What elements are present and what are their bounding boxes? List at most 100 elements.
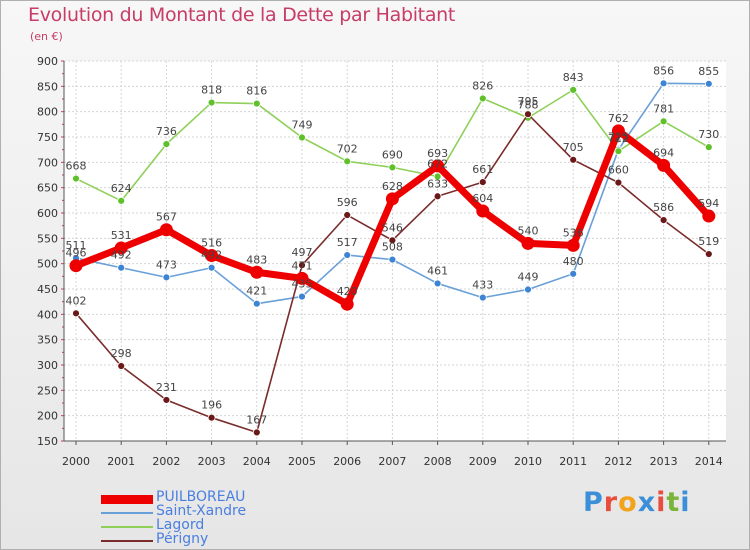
y-tick-label: 250	[37, 384, 58, 397]
point-saint-xandre	[252, 299, 261, 308]
data-label-lagord: 826	[472, 79, 493, 92]
point-lagord	[614, 147, 623, 156]
point-puilboreau	[114, 241, 128, 255]
data-label-puilboreau: 567	[156, 211, 177, 224]
legend-label: Lagord	[156, 517, 205, 533]
point-puilboreau	[611, 124, 625, 138]
data-label-perigny: 298	[111, 347, 132, 360]
data-label-puilboreau: 694	[653, 146, 674, 159]
point-puilboreau	[657, 158, 671, 172]
point-perigny	[569, 155, 578, 164]
data-label-lagord: 818	[201, 84, 222, 97]
point-saint-xandre	[524, 285, 532, 294]
point-puilboreau	[476, 204, 490, 218]
data-label-puilboreau: 604	[472, 192, 493, 205]
point-perigny	[704, 250, 713, 258]
y-tick-label: 750	[37, 131, 58, 144]
logo-letter: i	[680, 487, 691, 518]
point-puilboreau	[431, 159, 445, 173]
data-label-lagord: 736	[156, 125, 177, 138]
chart-title: Evolution du Montant de la Dette par Hab…	[28, 4, 456, 26]
point-lagord	[433, 172, 442, 181]
point-lagord	[162, 140, 171, 148]
point-perigny	[298, 261, 306, 270]
point-perigny	[388, 236, 397, 245]
y-tick-label: 300	[37, 359, 58, 372]
point-lagord	[704, 143, 713, 152]
y-tick-label: 150	[37, 435, 58, 448]
legend-swatch	[101, 526, 153, 528]
point-perigny	[252, 428, 261, 437]
point-puilboreau	[702, 209, 716, 223]
data-label-perigny: 196	[201, 399, 222, 412]
point-lagord	[659, 117, 668, 126]
data-label-perigny: 167	[246, 413, 267, 426]
point-puilboreau	[250, 265, 264, 279]
x-tick-label: 2001	[107, 455, 135, 468]
data-label-saint-xandre: 511	[66, 239, 87, 252]
data-label-perigny: 546	[382, 221, 403, 234]
data-label-lagord: 781	[653, 102, 674, 115]
point-lagord	[207, 98, 216, 107]
point-puilboreau	[385, 192, 399, 206]
point-puilboreau	[566, 238, 580, 252]
point-perigny	[72, 309, 80, 318]
point-saint-xandre	[207, 263, 216, 272]
data-label-saint-xandre: 473	[156, 258, 177, 271]
point-perigny	[117, 362, 126, 370]
point-lagord	[252, 99, 261, 108]
data-label-puilboreau: 628	[382, 180, 403, 193]
data-label-perigny: 661	[472, 163, 493, 176]
data-label-saint-xandre: 725	[608, 131, 629, 144]
data-label-lagord: 722	[608, 132, 629, 145]
point-puilboreau	[159, 223, 173, 237]
point-lagord	[298, 133, 306, 142]
point-lagord	[72, 174, 80, 183]
legend-label: Périgny	[156, 531, 209, 547]
data-label-perigny: 633	[427, 177, 448, 190]
x-tick-label: 2012	[604, 455, 632, 468]
data-label-perigny: 660	[608, 164, 629, 177]
data-label-saint-xandre: 480	[563, 255, 584, 268]
data-label-lagord: 672	[427, 158, 448, 171]
data-label-perigny: 596	[337, 196, 358, 209]
point-lagord	[388, 163, 397, 172]
point-lagord	[343, 157, 352, 166]
x-tick-label: 2002	[152, 455, 180, 468]
y-tick-label: 450	[37, 283, 58, 296]
point-puilboreau	[521, 236, 535, 250]
x-tick-label: 2003	[198, 455, 226, 468]
point-puilboreau	[340, 297, 354, 311]
y-tick-label: 900	[37, 55, 58, 68]
data-label-saint-xandre: 421	[246, 285, 267, 298]
point-perigny	[614, 178, 623, 187]
y-tick-label: 600	[37, 207, 58, 220]
point-perigny	[433, 192, 442, 201]
data-label-saint-xandre: 856	[653, 64, 674, 77]
legend-label: PUILBOREAU	[156, 489, 246, 505]
data-label-lagord: 816	[246, 85, 267, 98]
data-label-saint-xandre: 461	[427, 264, 448, 277]
x-tick-label: 2005	[288, 455, 316, 468]
chart-subtitle: (en €)	[30, 30, 63, 43]
data-label-lagord: 624	[111, 182, 132, 195]
data-label-perigny: 586	[653, 201, 674, 214]
x-tick-label: 2013	[650, 455, 678, 468]
data-label-lagord: 730	[698, 128, 719, 141]
point-saint-xandre	[659, 79, 668, 88]
y-tick-label: 400	[37, 308, 58, 321]
proxiti-logo: Proxiti	[583, 487, 691, 518]
logo-letter: x	[637, 487, 657, 518]
point-saint-xandre	[704, 79, 713, 88]
point-perigny	[343, 211, 352, 219]
point-perigny	[162, 396, 171, 404]
x-tick-label: 2007	[378, 455, 406, 468]
y-tick-label: 200	[37, 410, 58, 423]
point-lagord	[117, 196, 126, 205]
point-perigny	[478, 178, 487, 186]
legend-swatch	[101, 540, 153, 542]
x-tick-label: 2000	[62, 455, 90, 468]
legend-swatch	[101, 494, 153, 504]
